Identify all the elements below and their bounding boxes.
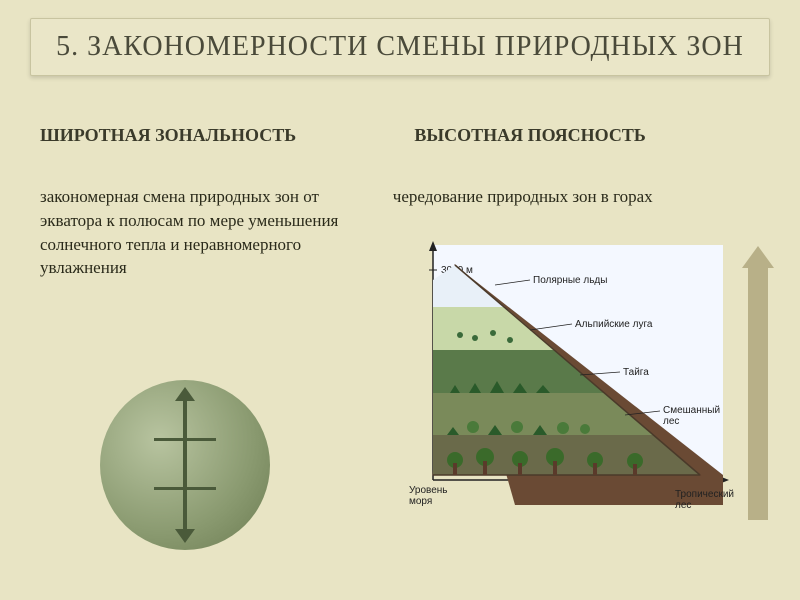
label-zone-2: Тайга: [623, 367, 649, 378]
globe-latitude-line: [154, 487, 215, 490]
mountain-diagram: 3000 м: [405, 235, 735, 535]
altitude-arrow: [745, 250, 771, 520]
globe-icon: [100, 380, 270, 550]
sea-level-label: Уровеньморя: [409, 485, 448, 507]
heading-right: ВЫСОТНАЯ ПОЯСНОСТЬ: [414, 125, 760, 146]
globe-diagram: [100, 380, 270, 550]
page-title: 5. ЗАКОНОМЕРНОСТИ СМЕНЫ ПРИРОДНЫХ ЗОН: [51, 31, 749, 63]
mountain-svg: 3000 м: [405, 235, 735, 535]
desc-left: закономерная смена природных зон от эква…: [40, 185, 378, 280]
globe-vertical-arrow: [183, 397, 187, 533]
subtitles-row: ШИРОТНАЯ ЗОНАЛЬНОСТЬ ВЫСОТНАЯ ПОЯСНОСТЬ: [40, 125, 760, 146]
heading-left: ШИРОТНАЯ ЗОНАЛЬНОСТЬ: [40, 125, 414, 146]
label-zone-1: Альпийские луга: [575, 319, 653, 330]
arrow-stem: [748, 262, 768, 520]
title-box: 5. ЗАКОНОМЕРНОСТИ СМЕНЫ ПРИРОДНЫХ ЗОН: [30, 18, 770, 76]
label-zone-0: Полярные льды: [533, 275, 607, 286]
column-left: закономерная смена природных зон от эква…: [40, 185, 393, 280]
desc-right: чередование природных зон в горах: [393, 185, 760, 209]
globe-latitude-line: [154, 438, 215, 441]
